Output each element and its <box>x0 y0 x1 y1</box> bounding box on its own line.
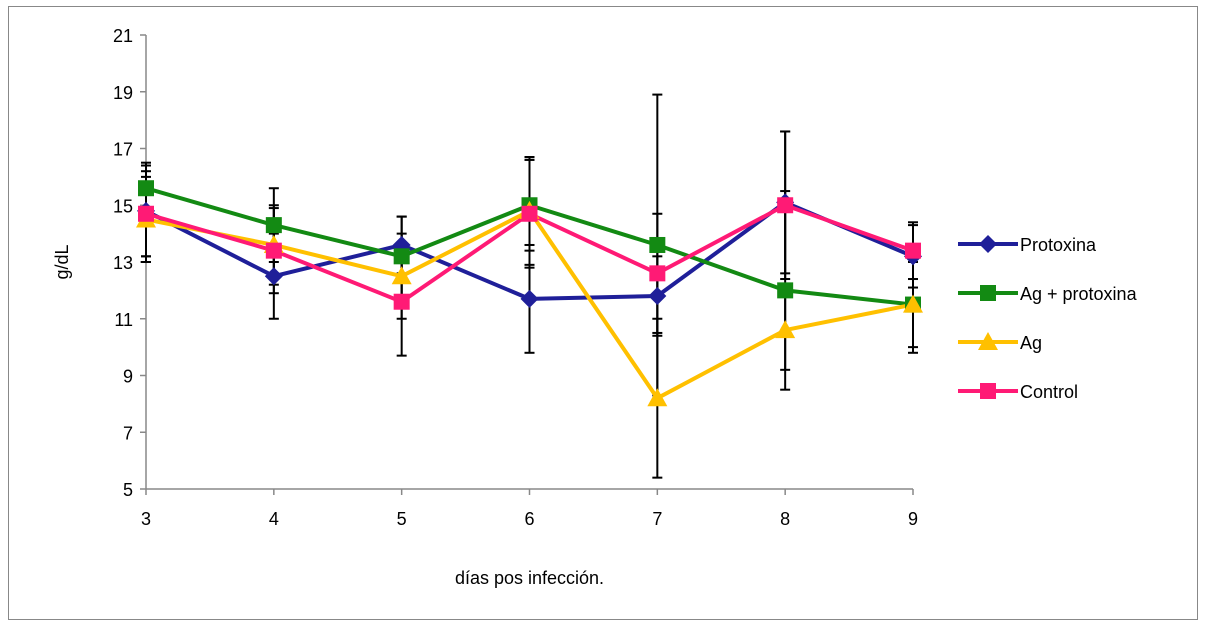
y-tick-label: 17 <box>113 140 133 160</box>
x-tick-label: 7 <box>652 509 662 529</box>
series-markers <box>136 180 923 407</box>
y-tick-label: 7 <box>123 423 133 443</box>
data-point-ag <box>775 320 796 339</box>
data-point-ag-protoxina <box>777 282 794 299</box>
x-tick-label: 8 <box>780 509 790 529</box>
data-point-control <box>138 205 154 222</box>
legend-label-protoxina: Protoxina <box>1020 235 1097 255</box>
legend-marker-control <box>980 383 996 399</box>
x-axis-title: días pos infección. <box>455 568 604 588</box>
y-ticks: 5 7 9 11 13 15 17 19 21 <box>113 26 146 500</box>
data-point-control <box>265 242 282 259</box>
legend-label-control: Control <box>1020 382 1078 402</box>
data-point-control <box>521 205 538 222</box>
y-tick-label: 11 <box>114 310 133 330</box>
y-tick-label: 21 <box>113 26 133 46</box>
data-point-protoxina <box>648 287 667 306</box>
legend-marker-ag-protoxina <box>980 285 996 301</box>
data-point-ag <box>647 388 668 407</box>
y-tick-label: 15 <box>113 196 133 216</box>
legend-marker-protoxina <box>979 235 997 253</box>
x-tick-label: 5 <box>397 509 407 529</box>
x-ticks: 3 4 5 6 7 8 9 <box>141 489 918 529</box>
error-bars <box>141 93 918 479</box>
data-point-ag <box>391 266 412 285</box>
data-point-control <box>393 293 410 310</box>
legend-label-ag-protoxina: Ag + protoxina <box>1020 284 1138 304</box>
data-point-protoxina <box>520 289 539 308</box>
x-tick-label: 9 <box>908 509 918 529</box>
data-point-ag-protoxina <box>649 236 666 253</box>
data-point-control <box>777 197 794 214</box>
y-axis-title: g/dL <box>52 244 72 279</box>
data-point-control <box>905 242 921 259</box>
legend: Protoxina Ag + protoxina Ag Control <box>958 235 1138 402</box>
chart-frame <box>8 6 1198 620</box>
data-point-ag-protoxina <box>265 217 282 234</box>
x-tick-label: 6 <box>524 509 534 529</box>
data-point-protoxina <box>264 267 283 286</box>
legend-marker-ag <box>978 332 998 350</box>
legend-label-ag: Ag <box>1020 333 1042 353</box>
data-point-ag-protoxina <box>138 180 154 197</box>
x-tick-label: 3 <box>141 509 151 529</box>
y-tick-label: 13 <box>113 253 133 273</box>
x-tick-label: 4 <box>269 509 279 529</box>
data-point-ag <box>903 294 923 313</box>
y-tick-label: 9 <box>123 367 133 387</box>
y-tick-label: 19 <box>113 83 133 103</box>
data-point-ag-protoxina <box>393 248 410 265</box>
y-tick-label: 5 <box>123 480 133 500</box>
data-point-control <box>649 265 666 282</box>
